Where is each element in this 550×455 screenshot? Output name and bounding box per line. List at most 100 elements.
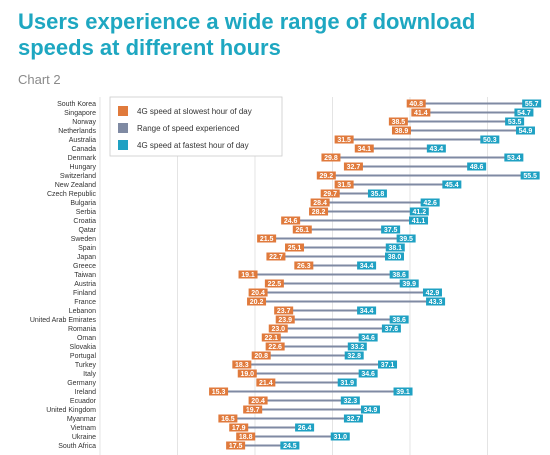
slowest-marker xyxy=(275,315,295,324)
legend-label-slowest: 4G speed at slowest hour of day xyxy=(137,107,252,116)
slowest-marker xyxy=(320,189,340,198)
slowest-marker xyxy=(236,432,256,441)
fastest-marker xyxy=(367,189,387,198)
legend-label-range: Range of speed experienced xyxy=(137,124,239,133)
fastest-value-label: 37.1 xyxy=(381,362,395,369)
chart-subtitle: Chart 2 xyxy=(18,72,61,87)
fastest-marker xyxy=(389,270,409,279)
fastest-marker xyxy=(358,369,378,378)
slowest-marker xyxy=(209,387,229,396)
slowest-value-label: 28.2 xyxy=(312,209,326,216)
fastest-marker xyxy=(409,216,429,225)
fastest-value-label: 42.9 xyxy=(426,290,440,297)
country-label: Serbia xyxy=(76,209,96,216)
slowest-value-label: 22.5 xyxy=(268,281,282,288)
chart-row: Hungary 32.7 48.6 xyxy=(70,162,487,171)
fastest-value-label: 32.7 xyxy=(347,416,361,423)
fastest-value-label: 48.6 xyxy=(470,164,484,171)
fastest-value-label: 54.7 xyxy=(517,110,531,117)
fastest-value-label: 34.6 xyxy=(361,335,375,342)
legend-label-fastest: 4G speed at fastest hour of day xyxy=(137,141,249,150)
legend: 4G speed at slowest hour of day Range of… xyxy=(109,96,283,157)
slowest-marker xyxy=(406,99,426,108)
country-label: Myanmar xyxy=(67,416,97,423)
country-label: Netherlands xyxy=(58,128,96,135)
chart-row: Czech Republic 29.7 35.8 xyxy=(47,189,387,198)
fastest-value-label: 31.0 xyxy=(333,434,347,441)
chart-row: Lebanon 23.7 34.4 xyxy=(69,306,377,315)
slowest-value-label: 25.1 xyxy=(288,245,302,252)
chart-row: Taiwan 19.1 38.6 xyxy=(74,270,409,279)
chart-row: Ecuador 20.4 32.3 xyxy=(70,396,360,405)
slowest-marker xyxy=(321,153,341,162)
country-label: Singapore xyxy=(64,110,96,117)
slowest-marker xyxy=(265,342,285,351)
chart-row: Australia 31.5 50.3 xyxy=(69,135,500,144)
chart-row: Spain 25.1 38.1 xyxy=(78,243,405,252)
chart-row: Singapore 41.4 54.7 xyxy=(64,108,534,117)
country-label: Sweden xyxy=(71,236,96,243)
legend-swatch-range xyxy=(118,123,128,133)
chart-row: Romania 23.0 37.6 xyxy=(68,324,401,333)
fastest-marker xyxy=(360,405,380,414)
slowest-value-label: 29.7 xyxy=(323,191,337,198)
country-label: Taiwan xyxy=(74,272,96,279)
slowest-marker xyxy=(411,108,431,117)
fastest-value-label: 26.4 xyxy=(298,425,312,432)
slowest-value-label: 38.5 xyxy=(392,119,406,126)
fastest-value-label: 45.4 xyxy=(445,182,459,189)
slowest-marker xyxy=(248,288,268,297)
slowest-value-label: 18.8 xyxy=(239,434,253,441)
chart-row: Sweden 21.5 39.5 xyxy=(71,234,416,243)
fastest-marker xyxy=(504,153,524,162)
fastest-value-label: 34.4 xyxy=(360,308,374,315)
fastest-value-label: 43.4 xyxy=(430,146,444,153)
country-label: France xyxy=(74,299,96,306)
legend-swatch-fastest xyxy=(118,140,128,150)
fastest-marker xyxy=(480,135,500,144)
fastest-value-label: 39.5 xyxy=(399,236,413,243)
fastest-marker xyxy=(378,360,398,369)
slowest-marker xyxy=(226,441,246,450)
chart-row: Qatar 26.1 37.5 xyxy=(78,225,401,234)
chart-row: Oman 22.1 34.6 xyxy=(77,333,378,342)
fastest-value-label: 34.6 xyxy=(361,371,375,378)
chart-row: Finland 20.4 42.9 xyxy=(73,288,442,297)
fastest-value-label: 37.6 xyxy=(385,326,399,333)
slowest-marker xyxy=(316,171,336,180)
slowest-value-label: 21.5 xyxy=(260,236,274,243)
slowest-value-label: 23.0 xyxy=(271,326,285,333)
slowest-marker xyxy=(391,126,411,135)
country-label: Switzerland xyxy=(60,173,96,180)
country-label: Czech Republic xyxy=(47,191,97,198)
slowest-value-label: 22.7 xyxy=(269,254,283,261)
country-label: Qatar xyxy=(78,227,96,234)
slowest-value-label: 38.9 xyxy=(395,128,409,135)
country-label: Portugal xyxy=(70,353,97,360)
chart-title: Users experience a wide range of downloa… xyxy=(18,9,476,60)
country-label: United Kingdom xyxy=(46,407,96,414)
fastest-marker xyxy=(357,306,377,315)
slowest-value-label: 32.7 xyxy=(347,164,361,171)
fastest-value-label: 50.3 xyxy=(483,137,497,144)
chart-row: Serbia 28.2 41.2 xyxy=(76,207,429,216)
slowest-marker xyxy=(229,423,249,432)
fastest-marker xyxy=(522,99,542,108)
country-label: Norway xyxy=(72,119,96,126)
country-label: Spain xyxy=(78,245,96,252)
slowest-marker xyxy=(247,297,267,306)
fastest-marker xyxy=(330,432,350,441)
legend-swatch-slowest xyxy=(118,106,128,116)
fastest-marker xyxy=(426,297,446,306)
country-label: Germany xyxy=(67,380,96,387)
fastest-value-label: 39.1 xyxy=(396,389,410,396)
chart-row: Norway 38.5 53.5 xyxy=(72,117,525,126)
chart-row: Netherlands 38.9 54.9 xyxy=(58,126,535,135)
fastest-marker xyxy=(422,288,442,297)
slowest-marker xyxy=(281,216,301,225)
country-label: Austria xyxy=(74,281,96,288)
country-label: Turkey xyxy=(75,362,97,369)
fastest-value-label: 33.2 xyxy=(350,344,364,351)
fastest-marker xyxy=(385,252,404,261)
